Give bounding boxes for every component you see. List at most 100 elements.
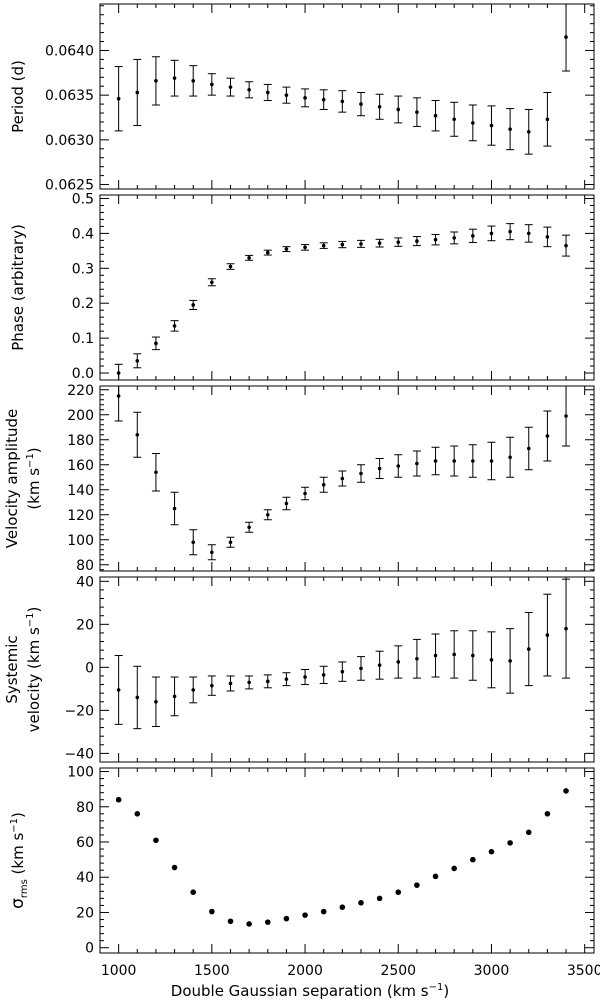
data-point bbox=[526, 446, 531, 451]
y-axis-label-superscript: −1 bbox=[25, 612, 36, 627]
y-tick-label: 40 bbox=[76, 870, 94, 886]
y-axis-label-tail: ) bbox=[25, 607, 43, 613]
x-tick-label: 3000 bbox=[474, 963, 510, 979]
data-point bbox=[340, 669, 345, 674]
panel-3: 80 100 120 140 160 180 200 220 Velocity amplitud… bbox=[3, 383, 595, 574]
data-point bbox=[284, 93, 289, 97]
data-point bbox=[191, 79, 196, 83]
data-point bbox=[135, 359, 140, 363]
y-axis-label-subscript: rms bbox=[19, 879, 30, 898]
x-tick-label: 1000 bbox=[101, 963, 137, 979]
data-point bbox=[433, 237, 438, 242]
data-point bbox=[545, 117, 550, 122]
data-point bbox=[396, 240, 401, 244]
y-tick-label: 220 bbox=[67, 383, 94, 399]
data-point bbox=[376, 895, 383, 902]
data-point bbox=[359, 242, 363, 246]
y-tick-label: 20 bbox=[76, 905, 94, 921]
data-point bbox=[228, 681, 233, 686]
y-axis-label: (km s−1) bbox=[25, 447, 43, 509]
data-point bbox=[321, 673, 326, 677]
y-tick-label: 0.0 bbox=[72, 366, 94, 382]
data-point bbox=[154, 470, 158, 475]
data-point bbox=[171, 864, 178, 871]
data-point bbox=[471, 121, 475, 125]
data-point bbox=[210, 280, 214, 285]
y-axis-label-text: (km s bbox=[25, 468, 43, 510]
x-tick-label: 2500 bbox=[380, 963, 416, 979]
data-point bbox=[209, 908, 215, 915]
data-point bbox=[451, 865, 457, 872]
y-axis-label-text: Phase (arbitrary) bbox=[9, 224, 27, 351]
data-point bbox=[172, 324, 177, 328]
data-point bbox=[265, 679, 270, 684]
data-point bbox=[563, 788, 569, 794]
data-point bbox=[191, 540, 196, 545]
plot-frame bbox=[99, 385, 595, 572]
y-tick-label: 120 bbox=[67, 508, 94, 524]
data-point bbox=[470, 856, 476, 863]
data-point bbox=[228, 85, 233, 89]
data-point bbox=[452, 236, 456, 240]
data-point bbox=[284, 247, 289, 251]
x-axis-label-superscript: −1 bbox=[429, 982, 444, 993]
data-point bbox=[377, 104, 382, 109]
y-tick-label: 0.5 bbox=[72, 191, 94, 207]
data-point bbox=[359, 471, 363, 476]
data-point bbox=[154, 341, 158, 346]
data-point bbox=[284, 677, 289, 681]
data-point bbox=[321, 482, 326, 487]
data-point bbox=[508, 455, 512, 460]
y-tick-label: 100 bbox=[67, 533, 94, 549]
data-point bbox=[210, 683, 214, 688]
data-point bbox=[228, 264, 233, 269]
data-point bbox=[154, 699, 158, 704]
y-axis-label: velocity (km s−1) bbox=[25, 607, 43, 733]
panel-1: 0.0625 0.0630 0.0635 0.0640 Period (d) bbox=[9, 3, 595, 194]
data-point bbox=[432, 873, 439, 880]
data-point bbox=[489, 123, 494, 128]
data-point bbox=[508, 659, 512, 663]
data-point bbox=[172, 506, 177, 511]
data-point bbox=[115, 796, 122, 803]
y-tick-label: 0.1 bbox=[72, 331, 94, 347]
plot-frame bbox=[99, 767, 595, 954]
data-point bbox=[340, 99, 345, 104]
data-point bbox=[135, 432, 140, 437]
data-point bbox=[414, 882, 420, 888]
data-point bbox=[452, 117, 456, 122]
data-point bbox=[359, 666, 363, 671]
data-point bbox=[377, 241, 382, 245]
data-point bbox=[544, 811, 551, 817]
y-axis-label-symbol: σ bbox=[8, 898, 28, 909]
y-tick-label: 20 bbox=[76, 617, 94, 633]
panel-2: 0.0 0.1 0.2 0.3 0.4 0.5 Phase (arbitrary) bbox=[9, 191, 595, 382]
data-point bbox=[303, 96, 307, 100]
y-axis-label-text: Period (d) bbox=[9, 60, 27, 133]
y-tick-label: 0 bbox=[85, 941, 94, 957]
data-point bbox=[154, 79, 158, 83]
data-point bbox=[545, 235, 550, 239]
data-point bbox=[303, 245, 307, 250]
data-point bbox=[228, 540, 233, 545]
y-axis-label-superscript: −1 bbox=[9, 818, 20, 833]
data-point bbox=[264, 919, 271, 925]
data-point bbox=[452, 459, 456, 463]
data-point bbox=[433, 653, 438, 658]
y-axis-label-superscript: −1 bbox=[25, 453, 36, 468]
data-point bbox=[320, 908, 327, 915]
data-point bbox=[247, 256, 251, 260]
data-point bbox=[247, 680, 251, 685]
data-point bbox=[564, 626, 568, 631]
data-point bbox=[116, 371, 121, 375]
data-point bbox=[415, 110, 419, 114]
data-point bbox=[564, 243, 568, 248]
y-tick-label: 180 bbox=[67, 433, 94, 449]
data-point bbox=[116, 688, 121, 692]
y-tick-label: 40 bbox=[76, 574, 94, 590]
y-tick-label: 80 bbox=[76, 558, 94, 574]
data-point bbox=[415, 461, 419, 466]
data-point bbox=[564, 414, 568, 418]
y-axis-label: Velocity amplitude bbox=[3, 409, 21, 548]
y-tick-label: 0.0635 bbox=[45, 88, 94, 104]
